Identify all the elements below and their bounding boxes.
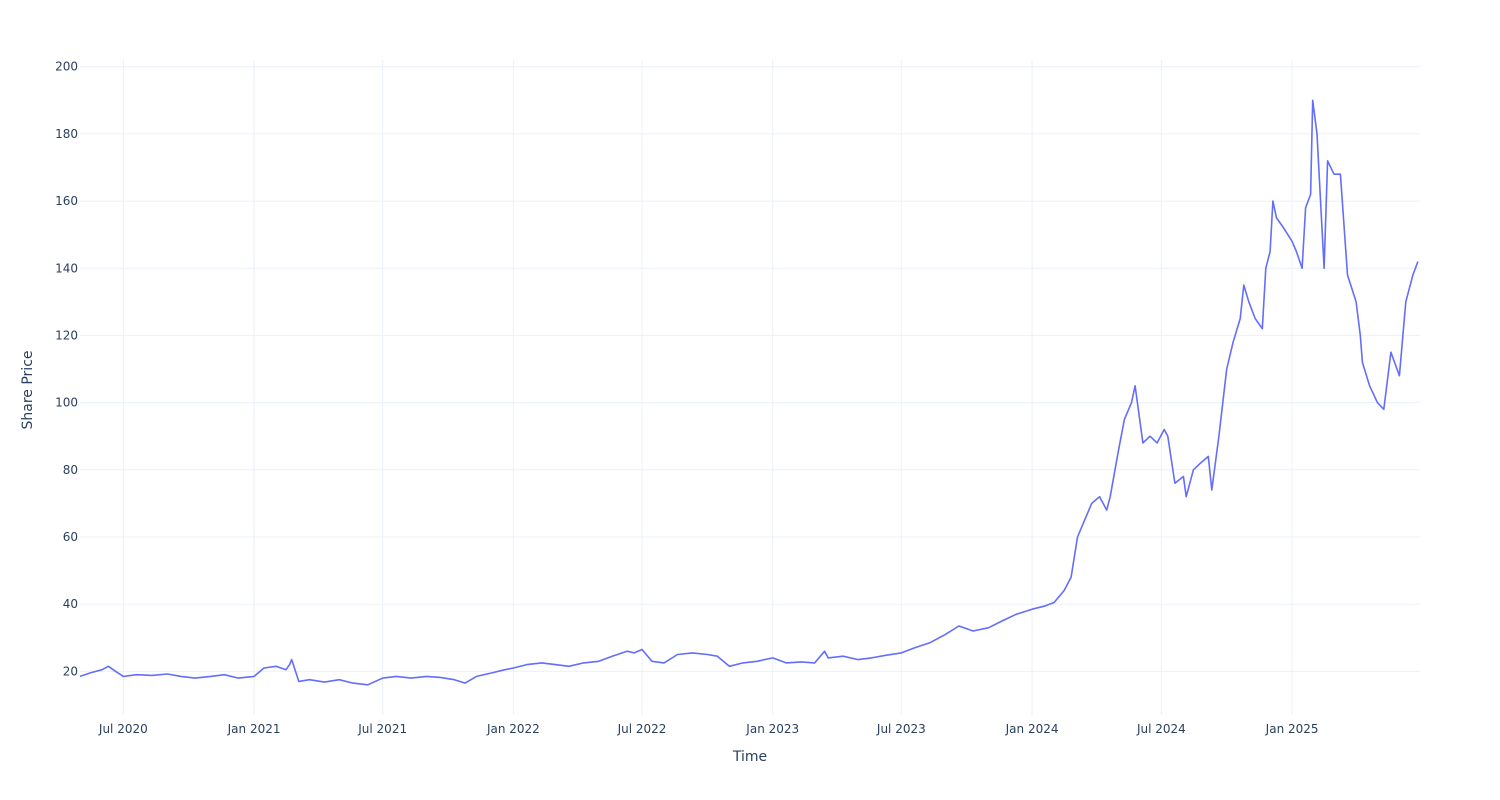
share-price-line xyxy=(79,99,1419,686)
x-tick-label: Jul 2024 xyxy=(1136,722,1186,736)
y-tick-label: 20 xyxy=(63,664,78,678)
x-tick-label: Jul 2021 xyxy=(357,722,407,736)
y-tick-label: 160 xyxy=(55,194,78,208)
x-gridlines xyxy=(122,60,1293,715)
y-tick-label: 200 xyxy=(55,60,78,74)
y-tick-label: 40 xyxy=(63,597,78,611)
y-tick-label: 100 xyxy=(55,396,78,410)
y-gridlines xyxy=(80,66,1420,672)
y-tick-label: 80 xyxy=(63,463,78,477)
x-tick-label: Jan 2023 xyxy=(745,722,799,736)
y-tick-label: 140 xyxy=(55,261,78,275)
y-axis-title: Share Price xyxy=(20,350,36,429)
x-tick-label: Jan 2024 xyxy=(1005,722,1059,736)
x-tick-labels: Jul 2020 Jan 2021 Jul 2021 Jan 2022 Jul 2022… xyxy=(98,722,1319,736)
plot-background xyxy=(80,60,1420,715)
y-tick-labels: 20 40 60 80 100 120 140 160 180 200 xyxy=(55,60,78,679)
x-tick-label: Jul 2020 xyxy=(98,722,148,736)
x-axis-title: Time xyxy=(732,749,767,765)
x-tick-label: Jul 2022 xyxy=(617,722,667,736)
y-tick-label: 60 xyxy=(63,530,78,544)
x-tick-label: Jan 2025 xyxy=(1265,722,1319,736)
x-tick-label: Jan 2022 xyxy=(486,722,540,736)
x-tick-label: Jul 2023 xyxy=(876,722,926,736)
y-tick-label: 120 xyxy=(55,328,78,342)
x-tick-label: Jan 2021 xyxy=(227,722,281,736)
y-tick-label: 180 xyxy=(55,127,78,141)
